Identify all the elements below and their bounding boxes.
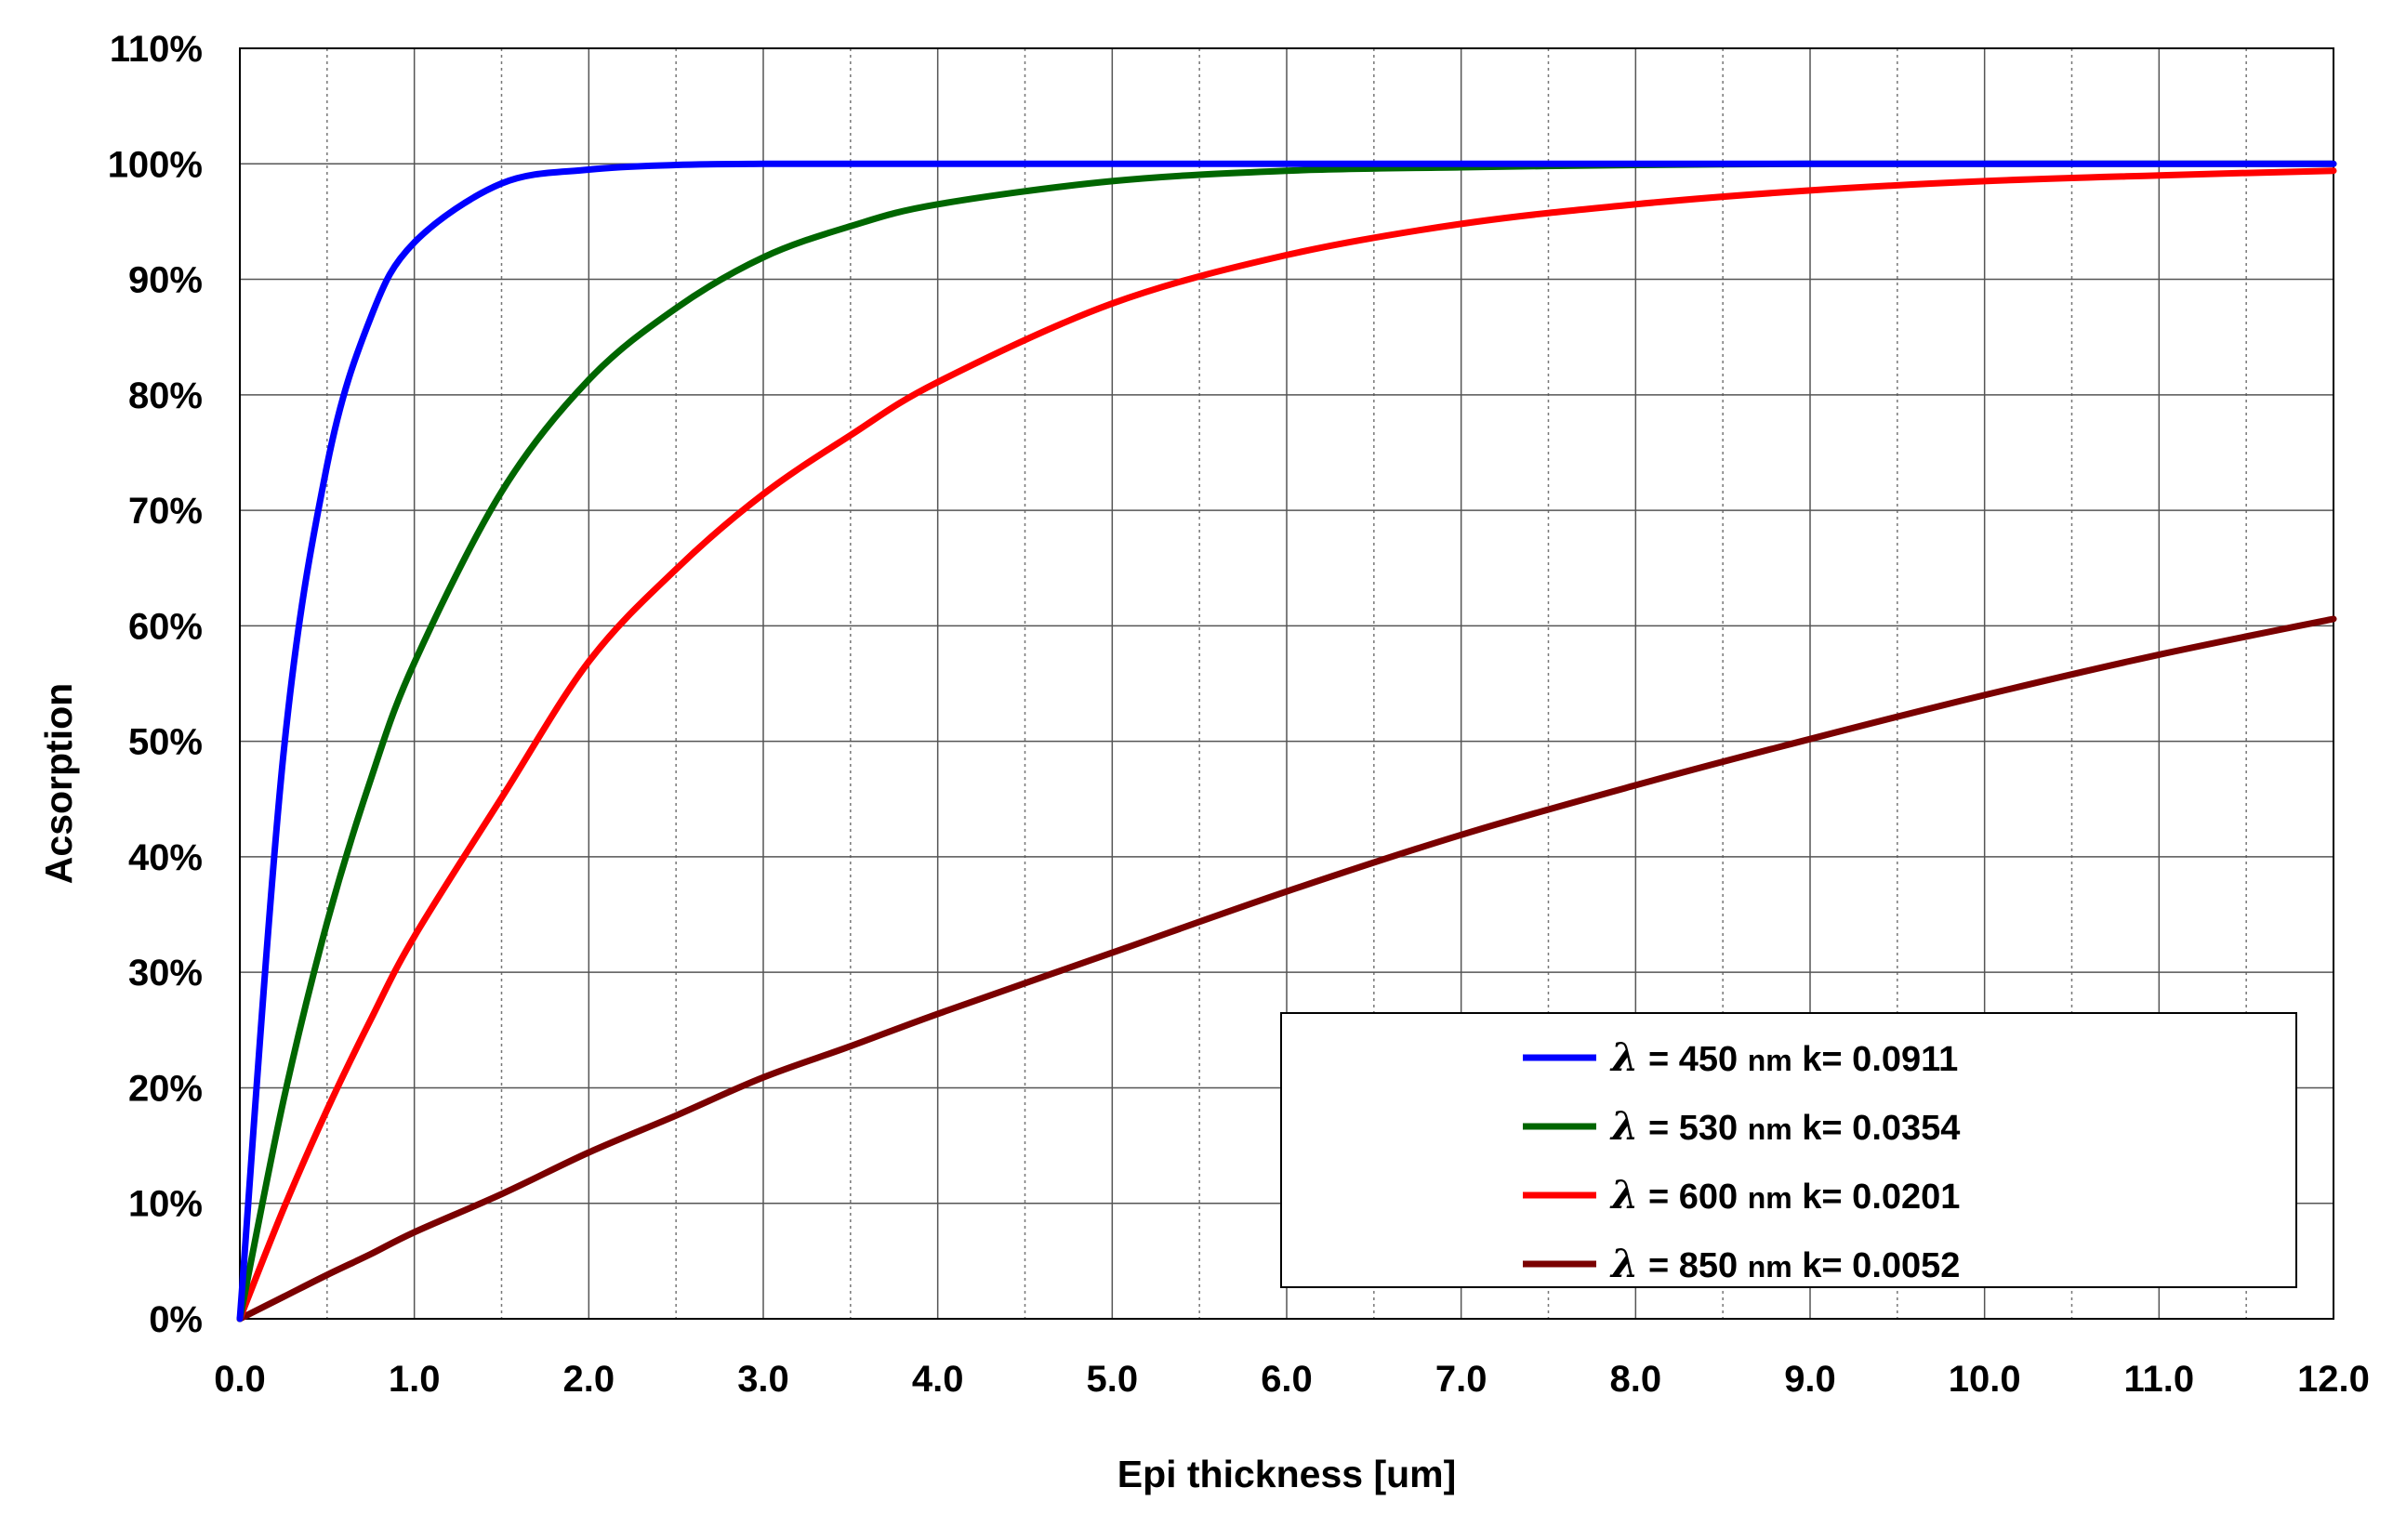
x-tick-label: 5.0 (1087, 1359, 1139, 1400)
x-tick-label: 2.0 (563, 1359, 615, 1400)
legend-box (1280, 1012, 2297, 1288)
legend-label: λ = 600 nm k= 0.0201 (1609, 1172, 1960, 1218)
y-tick-label: 60% (128, 606, 203, 647)
series-line-850nm (236, 615, 2337, 1323)
x-tick-label: 8.0 (1610, 1359, 1662, 1400)
legend-entry-530nm: λ = 530 nm k= 0.0354 (1523, 1103, 1960, 1149)
y-axis-tick-labels: 0% 10% 20% 30% 40% 50% 60% 70% 80% 90% 100% 110% (108, 29, 203, 1340)
y-axis-title: Acsorption (37, 683, 80, 884)
x-axis-title: Epi thickness [um] (1117, 1453, 1457, 1495)
x-tick-label: 10.0 (1949, 1359, 2021, 1400)
legend-label: λ = 530 nm k= 0.0354 (1609, 1103, 1960, 1149)
x-axis-tick-labels: 0.0 1.0 2.0 3.0 4.0 5.0 6.0 7.0 8.0 9.0 10.0 11.0 12… (214, 1359, 2370, 1400)
series-lines (236, 160, 2337, 1323)
y-tick-label: 90% (128, 260, 203, 301)
y-tick-label: 20% (128, 1068, 203, 1109)
x-tick-label: 12.0 (2297, 1359, 2370, 1400)
legend-entry-450nm: λ = 450 nm k= 0.0911 (1523, 1034, 1958, 1080)
y-tick-label: 30% (128, 953, 203, 994)
x-tick-label: 4.0 (912, 1359, 964, 1400)
plot-frame (239, 47, 2334, 1320)
legend-label: λ = 450 nm k= 0.0911 (1609, 1034, 1958, 1080)
y-tick-label: 0% (149, 1299, 203, 1340)
y-tick-label: 10% (128, 1184, 203, 1225)
y-tick-label: 100% (108, 144, 203, 185)
legend-entry-850nm: λ = 850 nm k= 0.0052 (1523, 1241, 1960, 1286)
x-tick-label: 7.0 (1435, 1359, 1487, 1400)
x-tick-label: 9.0 (1784, 1359, 1836, 1400)
series-line-600nm (236, 167, 2337, 1323)
y-tick-label: 40% (128, 837, 203, 878)
x-tick-label: 11.0 (2124, 1359, 2195, 1400)
x-tick-label: 3.0 (737, 1359, 789, 1400)
legend: λ = 450 nm k= 0.0911 λ = 530 nm k= 0.0354… (1280, 1012, 2297, 1288)
x-tick-label: 1.0 (389, 1359, 441, 1400)
x-tick-label: 0.0 (214, 1359, 266, 1400)
x-tick-label: 6.0 (1261, 1359, 1313, 1400)
legend-label: λ = 850 nm k= 0.0052 (1609, 1241, 1960, 1286)
y-tick-label: 80% (128, 375, 203, 416)
y-tick-label: 50% (128, 722, 203, 763)
y-tick-label: 70% (128, 491, 203, 532)
y-tick-label: 110% (110, 29, 203, 70)
series-line-450nm (236, 160, 2337, 1323)
legend-entry-600nm: λ = 600 nm k= 0.0201 (1523, 1172, 1960, 1218)
